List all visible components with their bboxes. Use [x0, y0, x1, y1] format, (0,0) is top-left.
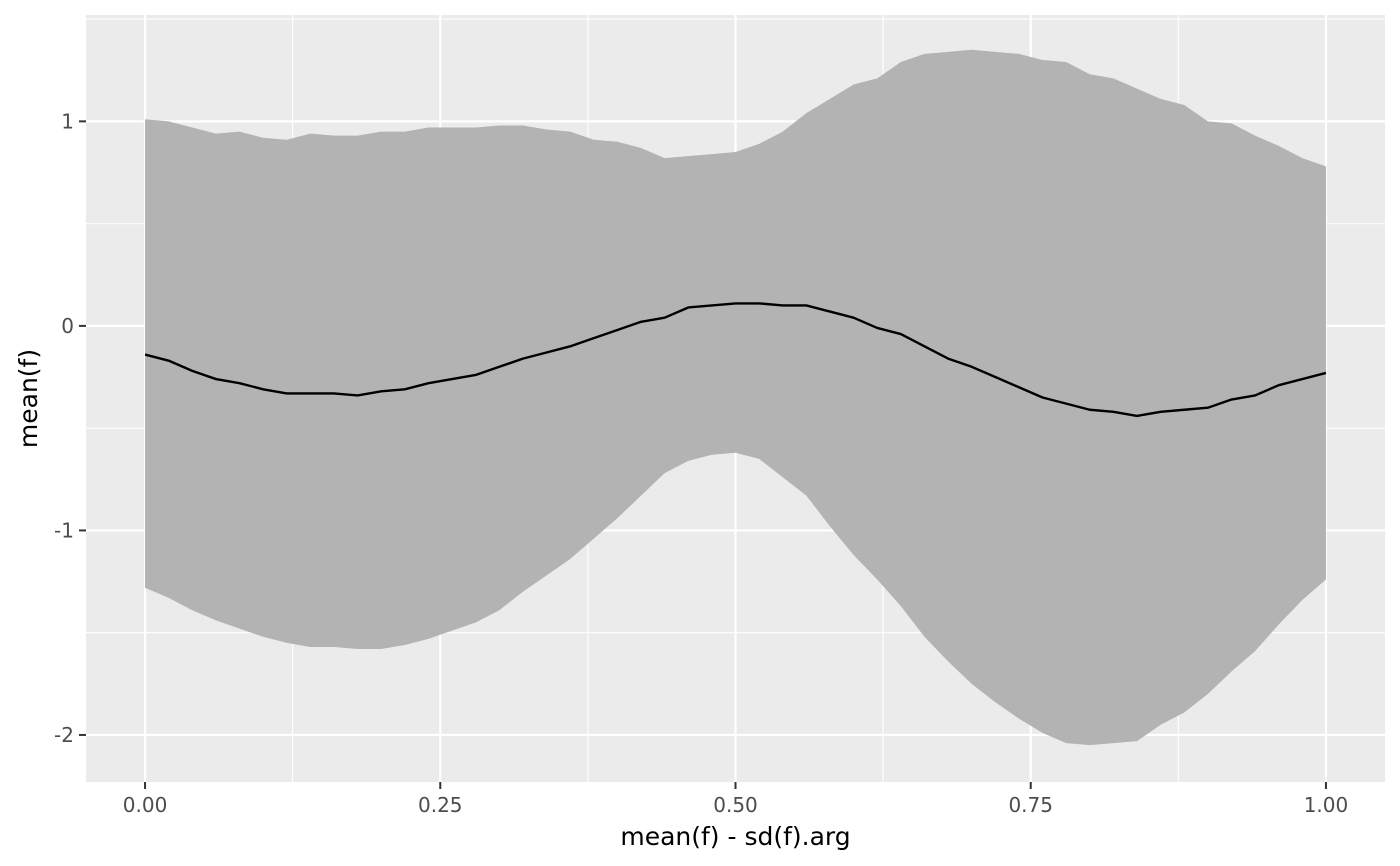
y-tick-label: -1 — [54, 518, 74, 542]
confidence-ribbon — [145, 49, 1326, 746]
x-tick-label: 0.25 — [418, 793, 463, 817]
x-tick-label: 1.00 — [1304, 793, 1349, 817]
x-tick-label: 0.50 — [713, 793, 758, 817]
x-axis-ticks: 0.00 0.25 0.50 0.75 1.00 — [123, 782, 1348, 817]
x-tick-label: 0.75 — [1008, 793, 1053, 817]
x-tick-label: 0.00 — [123, 793, 168, 817]
y-tick-label: 1 — [61, 109, 74, 133]
y-axis-title: mean(f) — [14, 349, 43, 448]
mean-line — [144, 302, 1327, 418]
y-axis-ticks: -2 -1 0 1 — [54, 109, 86, 747]
x-axis-title: mean(f) - sd(f).arg — [620, 822, 850, 851]
y-tick-label: -2 — [54, 723, 74, 747]
y-tick-label: 0 — [61, 314, 74, 338]
